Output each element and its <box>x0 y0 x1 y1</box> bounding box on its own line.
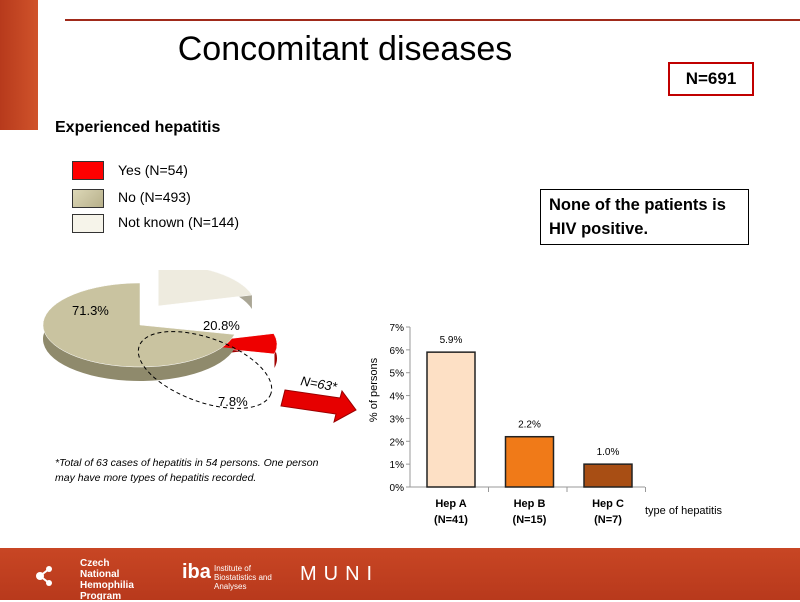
legend-label-no: No (N=493) <box>118 189 191 205</box>
legend-swatch-no <box>72 189 104 208</box>
y-tick-label: 4% <box>390 392 405 403</box>
highlight-ellipse <box>137 331 273 409</box>
bar-hep-a <box>426 351 476 488</box>
x-tick-sublabel: (N=41) <box>434 514 468 526</box>
decorative-red-bar <box>0 0 38 130</box>
legend-label-not-known: Not known (N=144) <box>118 214 240 230</box>
legend-swatch-not-known <box>72 214 104 233</box>
y-tick-label: 7% <box>390 323 405 334</box>
x-tick-label: Hep C <box>592 498 624 510</box>
bar-value-label: 2.2% <box>518 420 541 431</box>
x-tick-label: Hep B <box>514 498 546 510</box>
bar-hep-b <box>504 435 555 488</box>
legend-swatch-yes <box>72 161 104 180</box>
y-tick-label: 1% <box>390 460 405 471</box>
bar-hep-c <box>583 463 633 488</box>
y-tick-label: 6% <box>390 346 405 357</box>
legend-label-yes: Yes (N=54) <box>118 162 188 178</box>
logo-iba: Institute of Biostatistics and Analyses <box>214 564 272 591</box>
pie-slice-not-known <box>158 270 253 320</box>
pie-label-no: 71.3% <box>72 303 109 318</box>
x-tick-sublabel: (N=15) <box>513 514 547 526</box>
total-count-badge: N=691 <box>668 62 754 96</box>
y-axis-label: % of persons <box>368 357 380 422</box>
header-divider <box>65 19 800 21</box>
logo-czech-hemophilia: Czech National Hemophilia Program <box>80 558 134 602</box>
arrow-label: N=63* <box>299 373 338 394</box>
x-tick-label: Hep A <box>435 498 466 510</box>
x-tick-sublabel: (N=7) <box>594 514 622 526</box>
page-title: Concomitant diseases <box>177 30 513 68</box>
footnote: *Total of 63 cases of hepatitis in 54 pe… <box>55 457 319 484</box>
bar-chart: 0% 1% 2% 3% 4% 5% 6% 7% 5.9% Hep A (N=41) 2.2% Hep B… <box>368 323 723 526</box>
pie-chart: 71.3% 20.8% 7.8% N=63* <box>42 270 357 423</box>
bar-value-label: 1.0% <box>597 447 620 458</box>
bar-value-label: 5.9% <box>440 335 463 346</box>
hiv-note-box: None of the patients is HIV positive. <box>540 189 749 245</box>
pie-slice-no <box>42 282 235 381</box>
section-heading: Experienced hepatitis <box>55 119 221 136</box>
x-axis-label: type of hepatitis <box>645 505 723 517</box>
footer: Czech National Hemophilia Program iba In… <box>0 548 800 602</box>
y-tick-label: 0% <box>390 483 405 494</box>
y-tick-label: 3% <box>390 414 405 425</box>
y-tick-label: 5% <box>390 369 405 380</box>
hemophilia-logo-icon <box>36 566 52 586</box>
y-tick-label: 2% <box>390 437 405 448</box>
pie-label-yes: 7.8% <box>218 394 248 409</box>
pie-label-not-known: 20.8% <box>203 318 240 333</box>
logo-muni: MUNI <box>300 563 380 585</box>
arrow-icon <box>280 389 357 423</box>
logo-iba-mark: iba <box>182 561 211 583</box>
